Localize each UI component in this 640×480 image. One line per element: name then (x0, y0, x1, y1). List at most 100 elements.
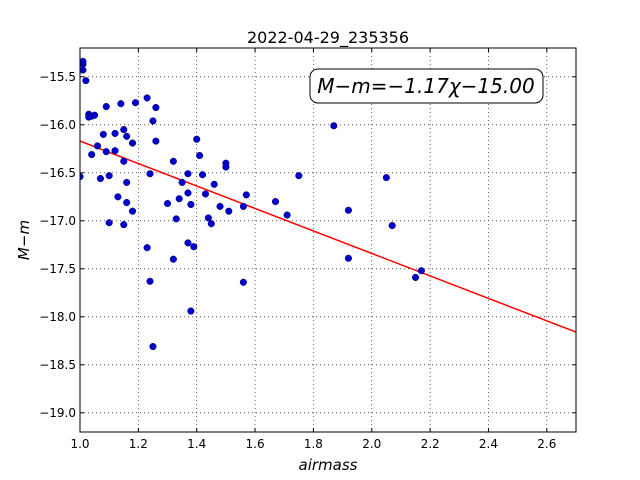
data-point (187, 307, 195, 315)
data-point (123, 199, 131, 207)
data-point (344, 254, 352, 262)
data-point (330, 122, 338, 130)
data-point (152, 103, 160, 112)
data-point (120, 221, 128, 229)
data-point (193, 135, 201, 143)
data-point (295, 172, 303, 180)
data-point (172, 215, 180, 223)
data-point (204, 214, 212, 222)
data-point (239, 278, 247, 286)
data-point (128, 207, 137, 215)
data-point (163, 199, 172, 208)
data-point (80, 57, 87, 65)
data-point (146, 170, 154, 178)
data-point (175, 195, 183, 203)
y-tick-label: −17.0 (39, 214, 76, 228)
data-point (105, 172, 113, 180)
data-point (143, 94, 151, 102)
data-point (184, 189, 192, 197)
data-point (382, 174, 390, 182)
data-point (96, 175, 104, 183)
plot-frame (79, 47, 577, 433)
data-point (225, 207, 233, 215)
annotation-text: M−m=−1.17χ−15.00 (317, 74, 534, 98)
data-point (114, 193, 122, 201)
x-tick-label: 2.4 (479, 437, 498, 451)
x-tick-label: 1.2 (129, 437, 148, 451)
fit-line (80, 140, 576, 333)
data-point (131, 99, 139, 107)
data-point (80, 66, 87, 74)
data-point (149, 343, 157, 351)
data-point (201, 190, 210, 198)
data-point (184, 239, 192, 247)
data-point (198, 171, 207, 179)
data-point (222, 163, 230, 171)
data-point (102, 103, 110, 111)
data-point (123, 178, 131, 186)
data-point (105, 219, 113, 227)
data-point (120, 157, 128, 165)
data-point (242, 191, 250, 199)
data-points (80, 57, 425, 351)
data-point (210, 180, 218, 188)
data-point (196, 151, 204, 160)
x-tick-label: 1.0 (70, 437, 89, 451)
x-tick-label: 2.2 (421, 437, 440, 451)
data-point (169, 157, 177, 165)
data-point (102, 148, 110, 156)
data-point (128, 139, 137, 147)
data-point (388, 222, 396, 230)
y-tick-label: −16.5 (39, 166, 76, 180)
data-point (283, 211, 291, 219)
x-tick-label: 2.6 (537, 437, 556, 451)
data-point (117, 100, 125, 108)
data-point (120, 126, 128, 134)
data-point (187, 200, 195, 209)
axis-ticks (79, 48, 576, 432)
data-point (149, 117, 157, 125)
y-tick-label: −18.0 (39, 310, 76, 324)
data-point (123, 132, 131, 140)
data-point (207, 220, 215, 228)
data-point (111, 129, 119, 137)
data-point (99, 130, 107, 138)
data-point (216, 202, 224, 210)
data-point (152, 137, 160, 145)
data-point (411, 273, 420, 281)
data-point (146, 277, 154, 285)
y-tick-labels: −15.5 −16.0 −16.5 −17.0 −17.5 −18.0 −18.5 −19.0 (39, 70, 76, 420)
y-axis-label: M−m (15, 220, 33, 260)
data-point (271, 198, 280, 206)
y-tick-label: −19.0 (39, 406, 76, 420)
grid-lines (79, 48, 576, 432)
x-tick-label: 1.6 (246, 437, 265, 451)
y-tick-label: −16.0 (39, 118, 76, 132)
data-point (184, 170, 192, 178)
y-tick-label: −18.5 (39, 358, 76, 372)
data-point (111, 147, 119, 155)
data-point (417, 267, 425, 275)
data-point (143, 244, 151, 252)
x-axis-label: airmass (299, 456, 358, 474)
fit-annotation: M−m=−1.17χ−15.00 (309, 68, 544, 104)
data-point (169, 255, 177, 263)
plot-area (80, 57, 576, 351)
data-point (344, 206, 352, 214)
data-point (190, 243, 198, 251)
data-point (82, 77, 90, 85)
y-tick-label: −17.5 (39, 262, 76, 276)
chart-title: 2022-04-29_235356 (247, 28, 409, 48)
x-tick-labels: 1.0 1.2 1.4 1.6 1.8 2.0 2.2 2.4 2.6 (70, 437, 556, 451)
x-tick-label: 2.0 (362, 437, 381, 451)
annotation-box (309, 68, 544, 104)
x-tick-label: 1.4 (187, 437, 206, 451)
data-point (80, 173, 84, 181)
data-point (91, 111, 99, 119)
data-point (178, 178, 186, 186)
x-tick-label: 1.8 (304, 437, 323, 451)
y-tick-label: −15.5 (39, 70, 76, 84)
data-point (88, 151, 96, 159)
data-point (239, 202, 247, 210)
